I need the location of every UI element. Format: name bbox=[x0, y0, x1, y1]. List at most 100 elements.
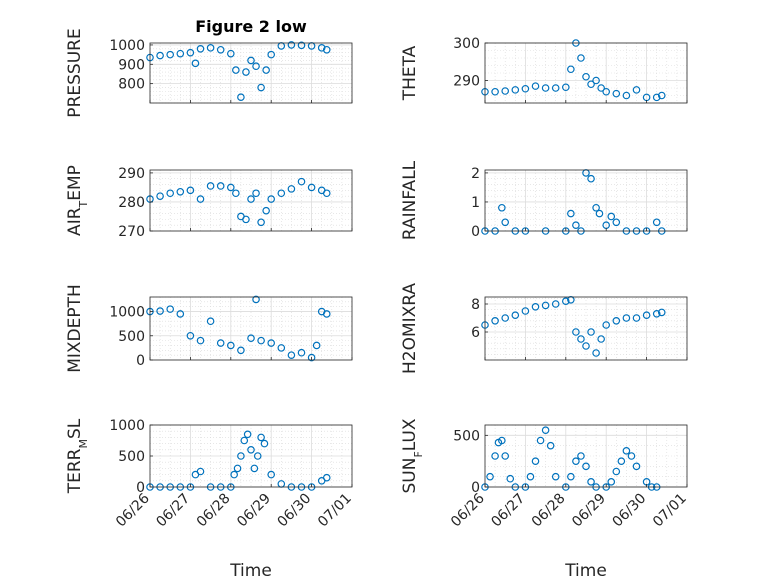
y-tick-label: 6 bbox=[471, 325, 480, 341]
data-point bbox=[587, 80, 595, 89]
data-point bbox=[595, 209, 604, 218]
data-point bbox=[307, 183, 316, 192]
data-point bbox=[567, 295, 575, 304]
axes-box bbox=[484, 296, 688, 361]
y-tick-label: 0 bbox=[471, 224, 480, 240]
x-tick-label: 07/01 bbox=[315, 491, 355, 531]
data-point bbox=[267, 339, 276, 347]
data-point bbox=[243, 430, 252, 439]
data-point bbox=[322, 45, 331, 54]
y-tick-label: 290 bbox=[453, 74, 480, 90]
y-tick-label: 800 bbox=[118, 77, 145, 93]
data-point bbox=[501, 452, 510, 460]
subplot-6: 6 8 H2OMIXRA bbox=[400, 283, 688, 374]
axes-box bbox=[484, 169, 688, 232]
data-point bbox=[277, 344, 286, 352]
data-point bbox=[317, 44, 326, 52]
data-point bbox=[536, 436, 545, 445]
data-point bbox=[486, 472, 494, 481]
data-point bbox=[551, 84, 560, 92]
data-point bbox=[612, 316, 621, 325]
y-tick-label: 290 bbox=[118, 166, 145, 182]
data-point bbox=[232, 66, 240, 74]
data-point bbox=[592, 349, 600, 357]
data-point bbox=[602, 321, 611, 329]
data-point bbox=[551, 300, 560, 308]
data-point bbox=[247, 195, 255, 203]
data-point bbox=[587, 174, 595, 183]
data-point bbox=[166, 189, 175, 198]
data-point bbox=[252, 189, 260, 198]
data-point bbox=[250, 464, 259, 473]
data-point bbox=[657, 91, 666, 100]
axes-box bbox=[484, 42, 688, 104]
data-point bbox=[597, 84, 605, 92]
data-point bbox=[632, 314, 641, 322]
data-point bbox=[521, 84, 530, 93]
data-point bbox=[322, 473, 331, 482]
data-point bbox=[156, 51, 164, 60]
data-point bbox=[577, 335, 585, 343]
data-point bbox=[206, 317, 215, 326]
data-point bbox=[227, 341, 235, 350]
y-axis-label: RAINFALL bbox=[400, 160, 420, 240]
data-point bbox=[237, 346, 245, 355]
y-axis-label: AIRTEMP bbox=[65, 165, 90, 236]
subplot-5: 0 500 1000 MIXDEPTH bbox=[65, 284, 353, 373]
data-point bbox=[252, 62, 260, 71]
x-tick-label: 06/28 bbox=[529, 491, 569, 531]
y-tick-label: 500 bbox=[118, 329, 145, 345]
data-point bbox=[233, 464, 242, 473]
y-tick-label: 1 bbox=[471, 195, 480, 211]
y-tick-label: 0 bbox=[471, 480, 480, 496]
axes-box bbox=[484, 424, 688, 488]
data-point bbox=[206, 182, 215, 190]
y-tick-label: 0 bbox=[136, 353, 145, 369]
data-point bbox=[521, 307, 530, 315]
data-point bbox=[491, 87, 499, 96]
data-point bbox=[612, 89, 621, 98]
data-point bbox=[262, 206, 270, 215]
data-point bbox=[216, 339, 225, 347]
data-point bbox=[196, 336, 205, 345]
data-point bbox=[257, 218, 265, 227]
data-point bbox=[491, 452, 499, 460]
x-tick-label: 06/27 bbox=[488, 491, 528, 531]
data-point bbox=[322, 189, 331, 198]
x-tick-label: 06/28 bbox=[194, 491, 234, 531]
data-point bbox=[506, 474, 515, 483]
data-point bbox=[617, 457, 626, 465]
data-point bbox=[572, 328, 580, 336]
data-point bbox=[247, 56, 255, 65]
data-point bbox=[531, 302, 540, 311]
data-point bbox=[622, 91, 631, 100]
data-point bbox=[592, 203, 600, 212]
data-point bbox=[587, 478, 595, 486]
axes-box bbox=[149, 42, 353, 104]
data-point bbox=[216, 45, 225, 54]
data-point bbox=[592, 76, 600, 85]
data-point bbox=[191, 59, 200, 68]
data-point bbox=[176, 49, 185, 58]
axes-box bbox=[149, 296, 353, 361]
data-point bbox=[511, 311, 520, 320]
data-point bbox=[498, 436, 506, 445]
data-point bbox=[166, 305, 175, 313]
y-axis-label: MIXDEPTH bbox=[65, 284, 85, 373]
data-point bbox=[260, 439, 269, 448]
y-tick-label: 1000 bbox=[109, 305, 145, 321]
y-tick-label: 0 bbox=[136, 480, 145, 496]
data-point bbox=[242, 68, 250, 76]
data-point bbox=[166, 50, 175, 59]
data-point bbox=[627, 452, 636, 460]
data-point bbox=[526, 472, 535, 481]
data-point bbox=[531, 82, 540, 90]
data-point bbox=[267, 195, 276, 203]
data-point bbox=[577, 54, 585, 62]
data-point bbox=[511, 86, 520, 94]
data-point bbox=[267, 50, 276, 59]
x-tick-label: 06/27 bbox=[153, 491, 193, 531]
data-point bbox=[257, 83, 265, 92]
subplot-7: 0 500 1000 06/26 06/27 06/28 06/29 06/30 07/01 Ti… bbox=[65, 418, 355, 581]
